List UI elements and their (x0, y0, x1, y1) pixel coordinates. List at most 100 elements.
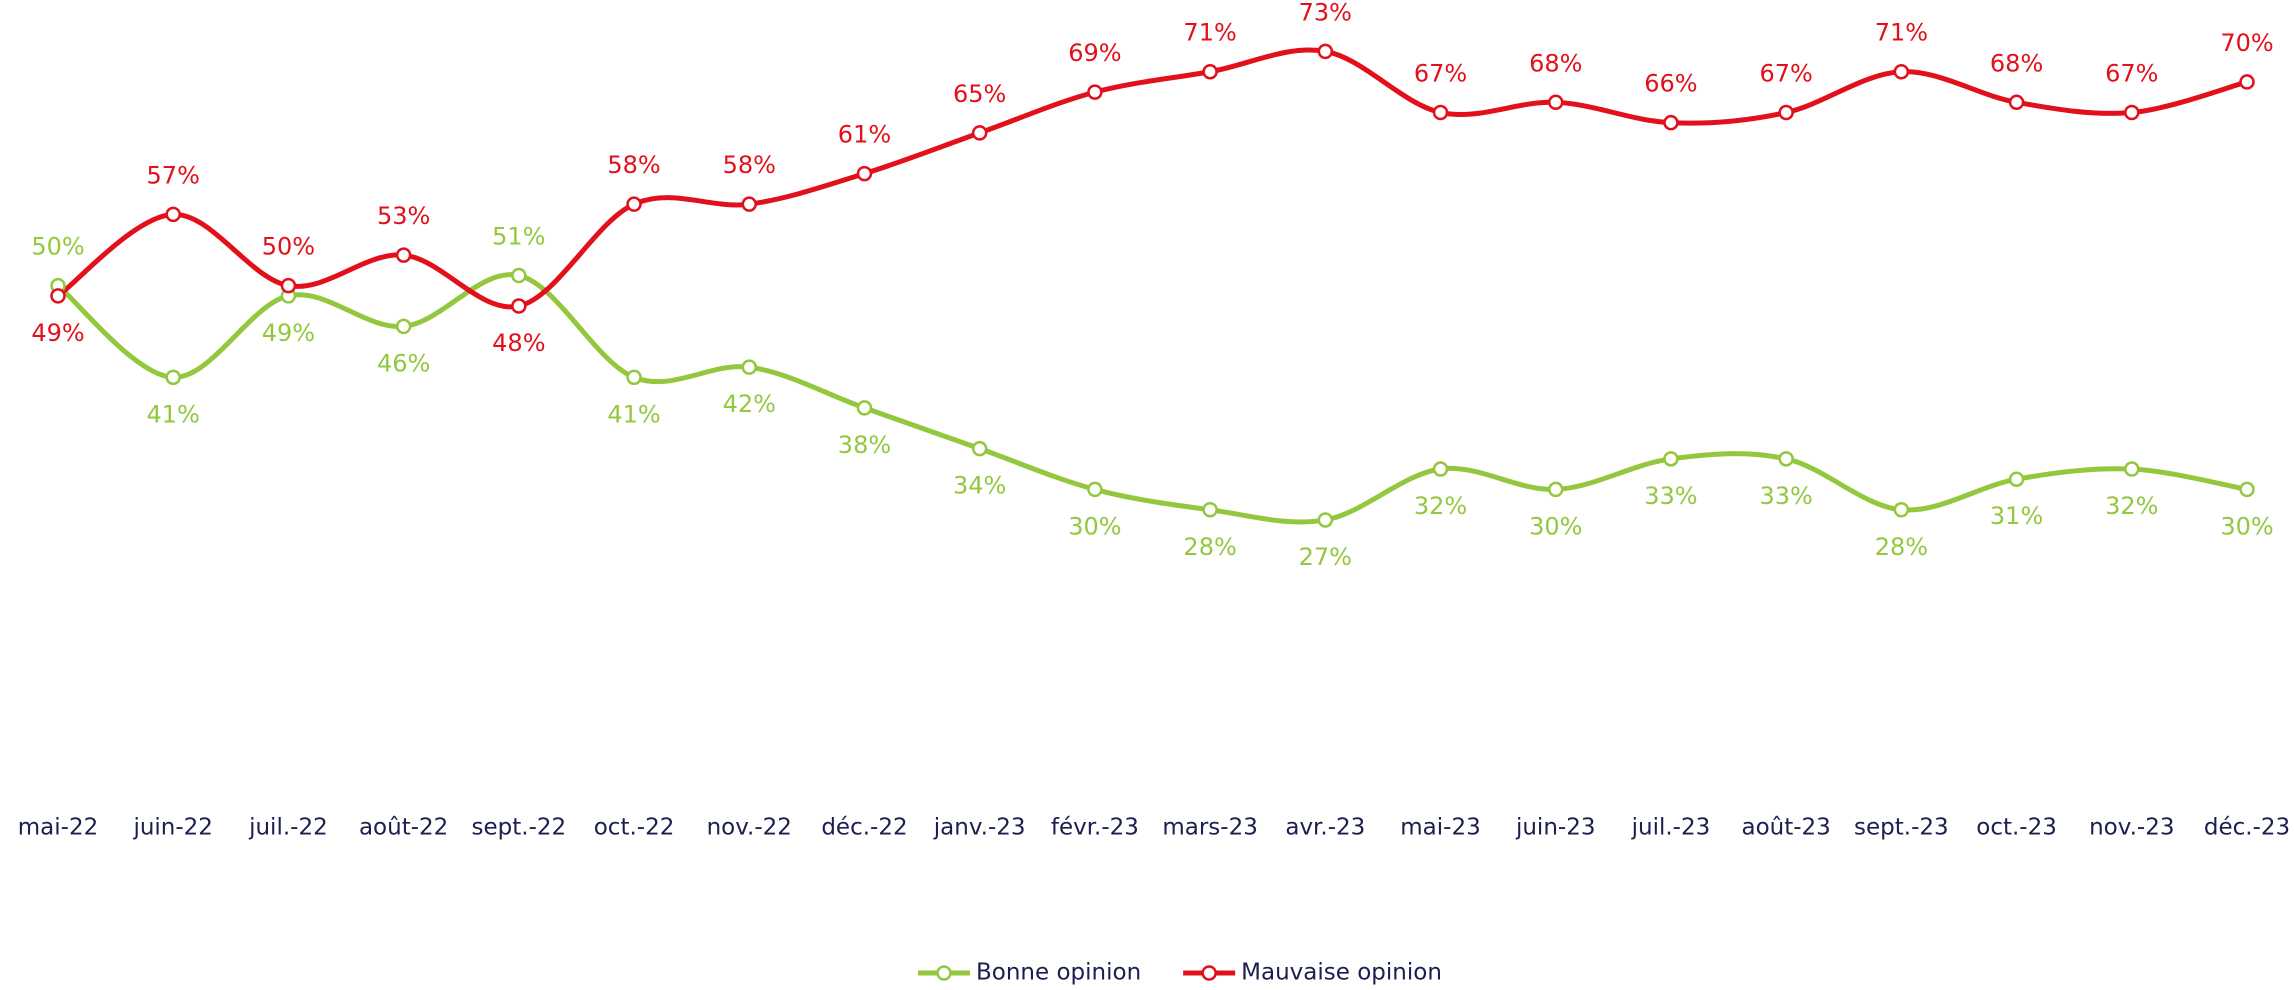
data-label: 48% (492, 329, 545, 357)
x-tick-label: mai-22 (18, 815, 98, 841)
data-point (1778, 104, 1794, 121)
data-label: 50% (262, 233, 315, 261)
data-point (856, 165, 873, 182)
data-point (1893, 502, 1910, 518)
data-point (741, 359, 758, 375)
data-point (741, 196, 758, 212)
data-label: 58% (723, 151, 776, 179)
data-point (1663, 114, 1679, 131)
data-label: 73% (1299, 0, 1352, 26)
x-tick-label: avr.-23 (1285, 815, 1365, 841)
data-point (2239, 481, 2255, 498)
x-tick-label: août-22 (359, 815, 448, 841)
data-label: 67% (1414, 59, 1467, 87)
data-label: 65% (953, 80, 1006, 108)
legend-marker (936, 965, 952, 981)
data-point (1663, 451, 1679, 467)
data-point (1317, 43, 1334, 60)
data-point (1317, 512, 1334, 528)
x-tick-label: juil.-22 (248, 815, 328, 841)
data-label: 61% (838, 121, 891, 149)
data-point (1778, 451, 1794, 467)
x-tick-label: mai-23 (1400, 815, 1480, 841)
x-tick-label: févr.-23 (1051, 815, 1139, 841)
data-label: 27% (1299, 543, 1352, 571)
data-point (1202, 502, 1218, 518)
data-point (511, 298, 527, 314)
data-label: 71% (1875, 19, 1928, 47)
x-tick-label: oct.-23 (1976, 815, 2057, 841)
data-label: 28% (1183, 533, 1236, 561)
data-point (856, 400, 873, 416)
legend: Bonne opinion Mauvaise opinion (918, 960, 1442, 986)
data-point (2008, 471, 2025, 487)
data-point (1087, 481, 1103, 498)
data-point (1087, 84, 1103, 100)
data-label: 68% (1990, 49, 2043, 77)
series-line (56, 47, 2248, 310)
legend-marker (1201, 965, 1217, 981)
data-point (1547, 481, 1564, 498)
data-label: 53% (377, 202, 430, 230)
data-label: 33% (1644, 482, 1697, 510)
x-tick-label: nov.-23 (2089, 815, 2174, 841)
data-point (971, 125, 988, 141)
data-label: 32% (1414, 492, 1467, 520)
data-label: 31% (1990, 502, 2043, 530)
data-label: 68% (1529, 49, 1582, 77)
data-label: 67% (1759, 59, 1812, 87)
legend-label: Mauvaise opinion (1241, 960, 1442, 986)
data-point (2008, 94, 2025, 111)
data-point (1893, 63, 1910, 80)
data-point (2239, 74, 2255, 90)
data-point (165, 206, 181, 223)
data-label: 49% (31, 319, 84, 347)
legend-label: Bonne opinion (976, 960, 1141, 986)
data-point (1202, 63, 1218, 80)
data-point (165, 369, 181, 386)
data-label: 30% (2220, 512, 2273, 540)
data-point (511, 267, 527, 284)
x-tick-label: déc.-22 (821, 815, 907, 841)
x-tick-label: déc.-23 (2204, 815, 2290, 841)
data-label: 71% (1183, 19, 1236, 47)
data-label: 58% (607, 151, 660, 179)
data-label: 46% (377, 349, 430, 377)
data-point (395, 318, 412, 335)
data-point (2124, 104, 2140, 121)
data-label: 38% (838, 431, 891, 459)
data-label: 30% (1529, 512, 1582, 540)
data-label: 49% (262, 319, 315, 347)
data-point (626, 196, 642, 212)
data-label: 41% (147, 400, 200, 428)
data-label: 66% (1644, 70, 1697, 98)
data-point (1432, 104, 1449, 121)
data-point (2124, 461, 2140, 477)
data-label: 67% (2105, 59, 2158, 87)
x-tick-label: oct.-22 (594, 815, 675, 841)
x-tick-label: mars-23 (1162, 815, 1258, 841)
data-label: 50% (31, 233, 84, 261)
data-point (1547, 94, 1564, 111)
x-tick-label: sept.-22 (472, 815, 567, 841)
x-tick-label: août-23 (1741, 815, 1830, 841)
data-point (971, 440, 988, 457)
data-point (280, 277, 297, 294)
x-tick-label: sept.-23 (1854, 815, 1949, 841)
data-point (626, 369, 642, 386)
data-label: 69% (1068, 39, 1121, 67)
data-label: 70% (2220, 29, 2273, 57)
data-point (50, 288, 66, 304)
data-label: 28% (1875, 533, 1928, 561)
data-label: 51% (492, 222, 545, 250)
data-label: 57% (147, 161, 200, 189)
x-tick-label: janv.-23 (933, 815, 1026, 841)
data-label: 41% (607, 400, 660, 428)
x-tick-label: juin-22 (132, 815, 213, 841)
data-label: 33% (1759, 482, 1812, 510)
x-tick-label: nov.-22 (707, 815, 792, 841)
data-point (395, 247, 412, 263)
x-tick-label: juil.-23 (1631, 815, 1711, 841)
